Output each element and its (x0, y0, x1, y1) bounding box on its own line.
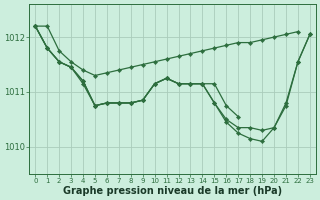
X-axis label: Graphe pression niveau de la mer (hPa): Graphe pression niveau de la mer (hPa) (63, 186, 282, 196)
